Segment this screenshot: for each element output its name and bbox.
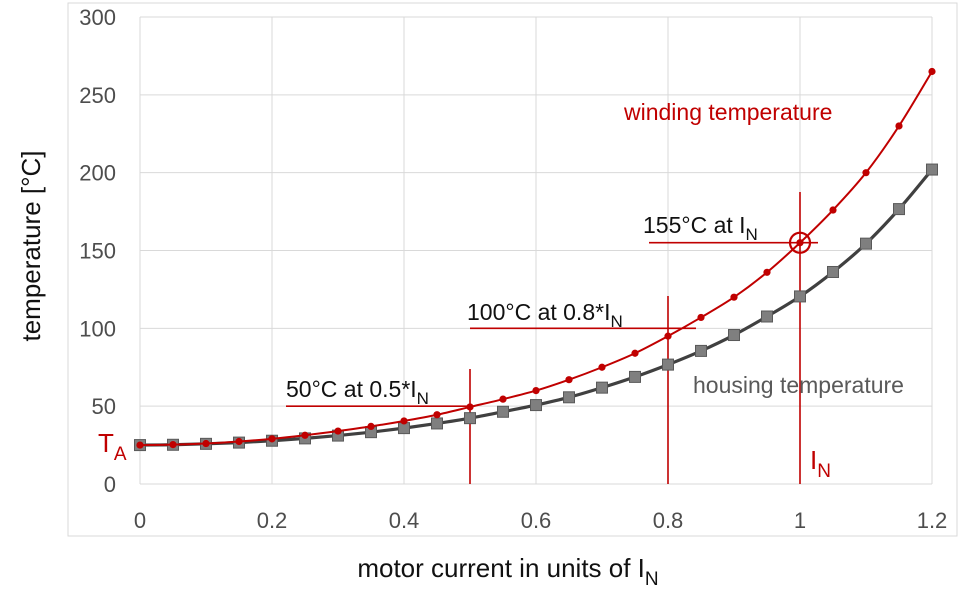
x-tick-label-1: 0.2 xyxy=(257,508,288,533)
x-tick-label-0: 0 xyxy=(134,508,146,533)
series-label-winding: winding temperature xyxy=(623,99,832,125)
winding-point-17 xyxy=(697,313,705,322)
y-tick-label-4: 200 xyxy=(79,161,116,186)
x-tick-label-4: 0.8 xyxy=(653,508,684,533)
winding-point-14 xyxy=(598,363,606,371)
winding-point-6 xyxy=(334,427,342,435)
housing-point-11 xyxy=(497,405,509,418)
series-layer xyxy=(134,67,938,452)
housing-point-13 xyxy=(563,391,575,404)
winding-point-22 xyxy=(862,169,870,177)
housing-point-15 xyxy=(629,370,641,383)
rated-point-highlight xyxy=(788,231,812,254)
housing-point-24 xyxy=(926,163,938,176)
winding-point-23 xyxy=(895,122,903,130)
housing-point-22 xyxy=(860,237,872,250)
winding-point-8 xyxy=(400,417,408,425)
winding-point-10 xyxy=(466,403,474,411)
winding-point-20 xyxy=(796,239,804,247)
winding-point-4 xyxy=(268,435,276,443)
tick-labels-layer: 0 50 100 150 200 250 300 0 0.2 0.4 0.6 0.8 1 1.2 xyxy=(79,5,947,533)
y-tick-label-1: 50 xyxy=(92,394,116,419)
winding-point-0 xyxy=(136,441,144,449)
rated-current-label: IN xyxy=(810,445,831,482)
winding-point-11 xyxy=(499,395,507,403)
y-tick-label-5: 250 xyxy=(79,83,116,108)
ambient-temperature-label: TA xyxy=(98,428,127,465)
plot-area-frame xyxy=(67,2,958,537)
winding-point-2 xyxy=(202,439,210,448)
winding-point-16 xyxy=(664,332,672,340)
x-axis-title-main: motor current in units of I xyxy=(357,553,645,583)
x-tick-label-2: 0.4 xyxy=(389,508,420,533)
winding-point-12 xyxy=(532,387,540,395)
rated-current-subscript: N xyxy=(817,461,831,482)
winding-point-19 xyxy=(763,268,771,276)
housing-point-19 xyxy=(761,310,773,323)
rated-current-main: I xyxy=(810,445,817,475)
ambient-temperature-main: T xyxy=(98,428,114,458)
housing-point-9 xyxy=(431,417,443,430)
x-tick-label-5: 1 xyxy=(794,508,806,533)
housing-point-16 xyxy=(662,358,674,371)
x-tick-label-3: 0.6 xyxy=(521,508,552,533)
winding-point-18 xyxy=(730,293,738,301)
series-label-housing: housing temperature xyxy=(693,372,904,398)
winding-point-15 xyxy=(631,349,639,357)
winding-point-7 xyxy=(367,422,375,431)
ref-label-100-main: 100°C at 0.8*I xyxy=(467,299,610,325)
housing-point-10 xyxy=(464,412,476,425)
winding-point-1 xyxy=(169,441,177,449)
ambient-temperature-subscript: A xyxy=(114,444,127,465)
ref-label-50-subscript: N xyxy=(417,389,429,408)
winding-point-3 xyxy=(235,437,243,446)
ref-label-155: 155°C at IN xyxy=(643,212,758,244)
series-winding xyxy=(136,67,936,449)
y-tick-label-2: 100 xyxy=(79,316,116,341)
housing-point-14 xyxy=(596,381,608,394)
y-tick-label-0: 0 xyxy=(104,472,116,497)
ref-label-100-subscript: N xyxy=(610,312,622,331)
winding-point-9 xyxy=(433,411,441,419)
housing-point-17 xyxy=(695,344,707,357)
winding-point-5 xyxy=(301,431,309,439)
x-axis-title: motor current in units of IN xyxy=(357,553,658,590)
y-tick-label-3: 150 xyxy=(79,239,116,264)
ref-label-155-subscript: N xyxy=(746,225,758,244)
x-axis-title-subscript: N xyxy=(645,569,659,590)
housing-point-21 xyxy=(827,265,839,278)
winding-point-13 xyxy=(565,376,573,384)
ref-label-100: 100°C at 0.8*IN xyxy=(467,299,623,331)
ref-label-50: 50°C at 0.5*IN xyxy=(286,376,429,408)
housing-point-23 xyxy=(893,203,905,216)
winding-point-24 xyxy=(928,67,936,76)
x-tick-label-6: 1.2 xyxy=(917,508,948,533)
y-tick-label-6: 300 xyxy=(79,5,116,30)
ref-label-50-main: 50°C at 0.5*I xyxy=(286,376,417,402)
housing-point-20 xyxy=(794,290,806,303)
housing-point-18 xyxy=(728,329,740,342)
winding-point-21 xyxy=(829,206,837,214)
housing-point-12 xyxy=(530,399,542,412)
ref-label-155-main: 155°C at I xyxy=(643,212,746,238)
y-axis-title: temperature [°C] xyxy=(16,150,46,341)
